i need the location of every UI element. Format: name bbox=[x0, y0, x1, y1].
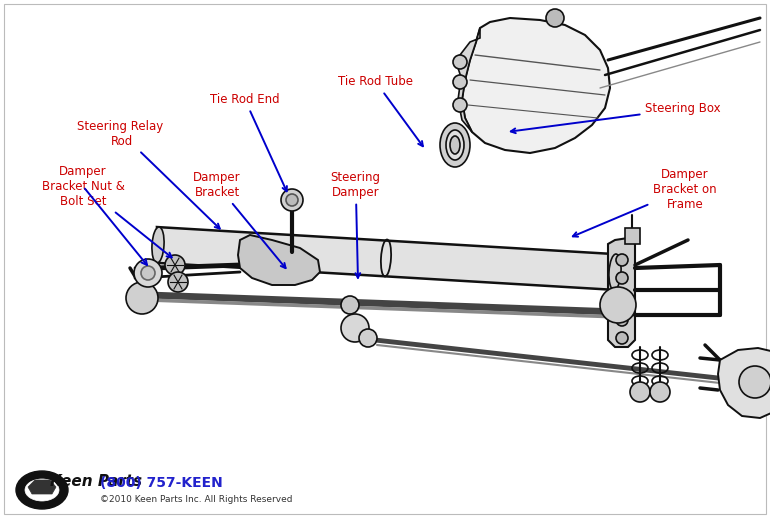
Text: Steering Relay 
Rod: Steering Relay Rod bbox=[77, 120, 219, 228]
Polygon shape bbox=[458, 28, 480, 132]
Ellipse shape bbox=[446, 130, 464, 160]
Circle shape bbox=[165, 255, 185, 275]
Circle shape bbox=[453, 98, 467, 112]
Polygon shape bbox=[625, 228, 640, 244]
Circle shape bbox=[616, 314, 628, 326]
Circle shape bbox=[650, 382, 670, 402]
Circle shape bbox=[359, 329, 377, 347]
Circle shape bbox=[453, 55, 467, 69]
Ellipse shape bbox=[16, 471, 68, 509]
Circle shape bbox=[281, 189, 303, 211]
Circle shape bbox=[126, 282, 158, 314]
Text: Steering
Damper: Steering Damper bbox=[331, 171, 380, 278]
Circle shape bbox=[616, 254, 628, 266]
Ellipse shape bbox=[152, 227, 164, 263]
Polygon shape bbox=[718, 348, 770, 418]
Text: Tie Rod Tube: Tie Rod Tube bbox=[338, 75, 423, 146]
Text: (800) 757-KEEN: (800) 757-KEEN bbox=[100, 476, 223, 490]
Circle shape bbox=[453, 75, 467, 89]
Ellipse shape bbox=[440, 123, 470, 167]
Text: ©2010 Keen Parts Inc. All Rights Reserved: ©2010 Keen Parts Inc. All Rights Reserve… bbox=[100, 495, 293, 505]
Polygon shape bbox=[238, 235, 320, 285]
Text: Steering Box: Steering Box bbox=[511, 102, 721, 133]
Circle shape bbox=[134, 259, 162, 287]
Text: Tie Rod End: Tie Rod End bbox=[210, 93, 287, 191]
Ellipse shape bbox=[450, 136, 460, 154]
Ellipse shape bbox=[609, 254, 621, 290]
Polygon shape bbox=[462, 18, 610, 153]
Polygon shape bbox=[28, 480, 56, 494]
Circle shape bbox=[739, 366, 770, 398]
Circle shape bbox=[616, 332, 628, 344]
Polygon shape bbox=[157, 227, 616, 290]
Circle shape bbox=[616, 272, 628, 284]
Circle shape bbox=[286, 194, 298, 206]
Text: Damper
Bracket Nut &
Bolt Set: Damper Bracket Nut & Bolt Set bbox=[42, 165, 172, 257]
Circle shape bbox=[141, 266, 155, 280]
Polygon shape bbox=[608, 238, 635, 347]
Circle shape bbox=[341, 296, 359, 314]
Circle shape bbox=[630, 382, 650, 402]
Circle shape bbox=[546, 9, 564, 27]
Circle shape bbox=[341, 314, 369, 342]
Circle shape bbox=[600, 287, 636, 323]
Text: Damper
Bracket on
Frame: Damper Bracket on Frame bbox=[573, 167, 717, 237]
Ellipse shape bbox=[25, 479, 59, 501]
Text: Keen Parts: Keen Parts bbox=[50, 474, 142, 489]
Text: Damper
Bracket: Damper Bracket bbox=[193, 171, 286, 268]
Circle shape bbox=[616, 294, 628, 306]
Circle shape bbox=[168, 272, 188, 292]
